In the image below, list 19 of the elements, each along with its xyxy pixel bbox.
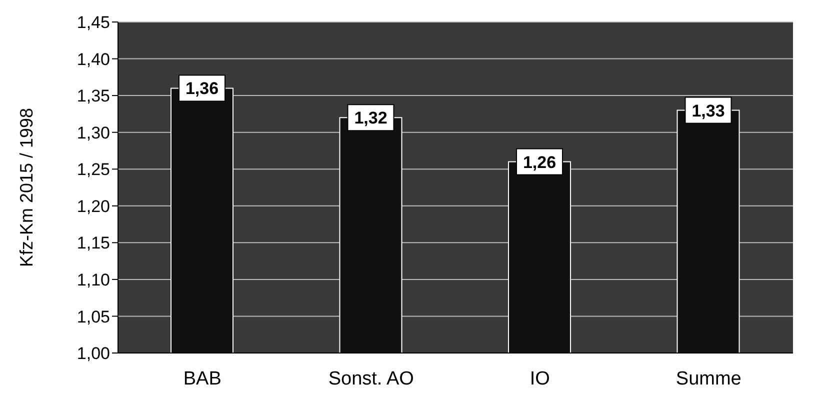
data-label: 1,36 bbox=[185, 79, 219, 98]
y-tick-label: 1,15 bbox=[76, 234, 110, 253]
data-label: 1,32 bbox=[354, 108, 388, 128]
data-label: 1,26 bbox=[522, 152, 556, 172]
y-tick-label: 1,35 bbox=[76, 86, 110, 106]
y-axis-title: Kfz-Km 2015 / 1998 bbox=[16, 108, 36, 268]
y-tick-label: 1,45 bbox=[76, 13, 110, 32]
y-tick-label: 1,05 bbox=[76, 307, 110, 326]
y-tick-label: 1,10 bbox=[76, 270, 110, 290]
data-label: 1,33 bbox=[692, 101, 725, 120]
x-tick-label: IO bbox=[530, 368, 550, 390]
y-tick-label: 1,30 bbox=[76, 123, 110, 142]
x-tick-label: BAB bbox=[183, 368, 222, 390]
y-tick-label: 1,40 bbox=[76, 50, 110, 69]
y-tick-label: 1,25 bbox=[76, 160, 110, 180]
x-tick-label: Sonst. AO bbox=[328, 368, 414, 390]
y-tick-label: 1,00 bbox=[76, 344, 110, 364]
y-tick-label: 1,20 bbox=[76, 196, 110, 216]
x-tick-label: Summe bbox=[676, 368, 742, 390]
